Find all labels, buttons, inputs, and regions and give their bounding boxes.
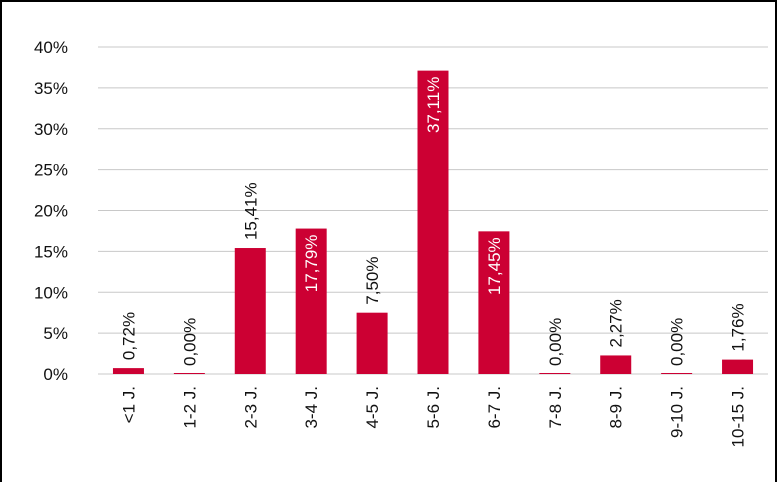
- y-tick-label: 0%: [43, 365, 68, 384]
- y-axis-ticks: 0% 5% 10% 15% 20% 25% 30% 35% 40%: [34, 38, 68, 384]
- data-label: 15,41%: [241, 182, 260, 240]
- bar: [539, 373, 571, 374]
- x-tick-label: 6-7 J.: [485, 386, 504, 429]
- x-tick-label: 4-5 J.: [363, 386, 382, 429]
- bar: [661, 373, 693, 374]
- bar: [417, 70, 449, 375]
- bar: [173, 373, 205, 374]
- x-tick-label: 5-6 J.: [424, 386, 443, 429]
- bar: [478, 231, 510, 374]
- y-tick-label: 20%: [34, 202, 68, 221]
- y-tick-label: 35%: [34, 79, 68, 98]
- y-tick-label: 30%: [34, 120, 68, 139]
- x-tick-label: 9-10 J.: [668, 386, 687, 438]
- x-tick-label: 3-4 J.: [302, 386, 321, 429]
- x-tick-label: 8-9 J.: [607, 386, 626, 429]
- data-label: 0,00%: [180, 318, 199, 366]
- bar: [356, 312, 388, 374]
- data-label: 7,50%: [363, 256, 382, 304]
- data-label: 1,76%: [729, 303, 748, 351]
- bar: [234, 248, 266, 374]
- y-tick-label: 40%: [34, 38, 68, 57]
- x-tick-label: 7-8 J.: [546, 386, 565, 429]
- bar: [295, 228, 327, 374]
- x-tick-label: 10-15 J.: [729, 386, 748, 447]
- data-labels: 0,72% 0,00% 15,41% 17,79% 7,50% 37,11% 17,45% 0…: [119, 77, 747, 366]
- x-tick-label: <1 J.: [119, 386, 138, 423]
- data-label: 37,11%: [424, 77, 443, 133]
- data-label: 0,00%: [546, 318, 565, 366]
- bar: [112, 368, 144, 374]
- bars: [112, 70, 754, 375]
- y-tick-label: 10%: [34, 283, 68, 302]
- data-label: 17,79%: [302, 235, 321, 293]
- y-tick-label: 25%: [34, 161, 68, 180]
- y-tick-label: 5%: [43, 324, 68, 343]
- x-axis-ticks: <1 J. 1-2 J. 2-3 J. 3-4 J. 4-5 J. 5-6 J. 6-7 J…: [119, 386, 747, 447]
- bar: [600, 355, 632, 374]
- y-tick-label: 15%: [34, 242, 68, 261]
- data-label: 2,27%: [607, 299, 626, 347]
- data-label: 0,00%: [668, 318, 687, 366]
- data-label: 0,72%: [119, 312, 138, 360]
- bar: [722, 359, 754, 374]
- data-label: 17,45%: [485, 237, 504, 295]
- x-tick-label: 1-2 J.: [180, 386, 199, 429]
- x-tick-label: 2-3 J.: [241, 386, 260, 429]
